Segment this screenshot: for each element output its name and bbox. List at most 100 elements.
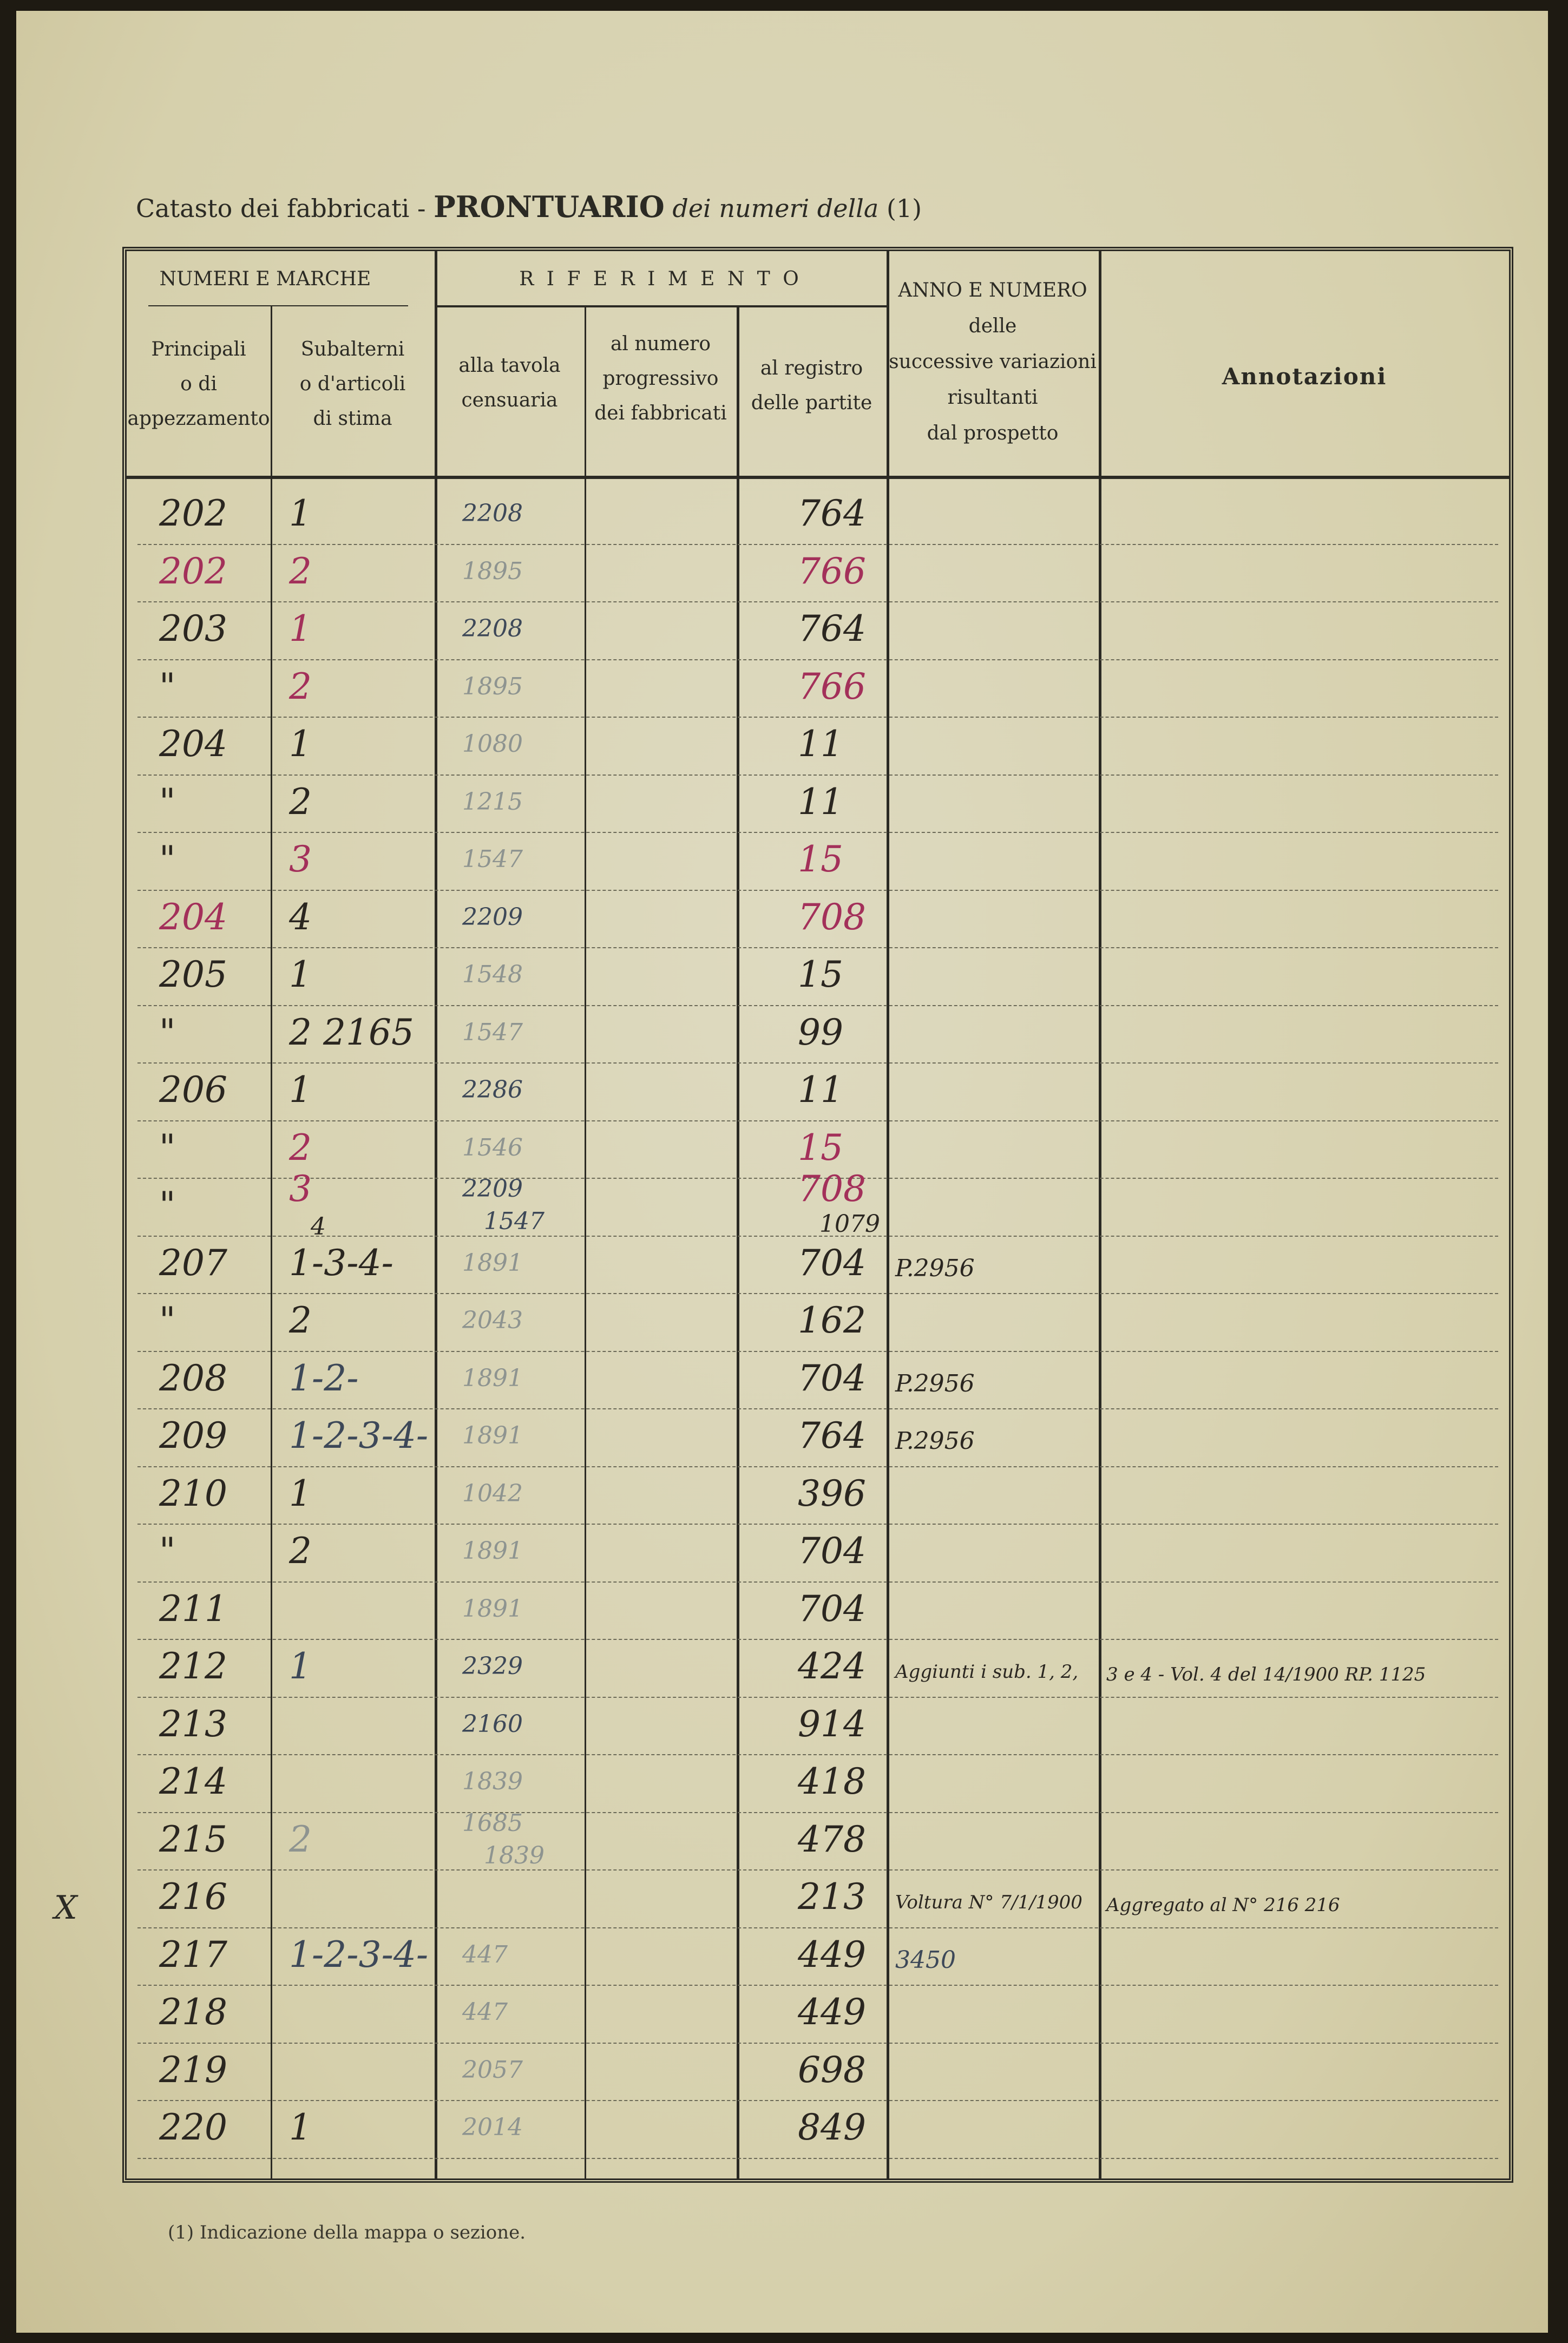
row-rule xyxy=(137,1062,1498,1064)
row-rule xyxy=(137,1408,1498,1409)
row-rule xyxy=(137,1178,1498,1179)
row-rule xyxy=(137,2157,1498,2159)
registro-number: 418 xyxy=(798,1761,866,1802)
registro-number: 1079 xyxy=(819,1210,880,1238)
principal-number: 216 xyxy=(159,1876,227,1918)
row-rule xyxy=(137,832,1498,833)
page-title: Catasto dei fabbricati - PRONTUARIO dei … xyxy=(136,189,922,224)
subaltern-number: 2 2165 xyxy=(289,1011,414,1053)
registro-number: 11 xyxy=(798,1069,843,1111)
subaltern-number: 3 xyxy=(289,1168,312,1210)
subaltern-number: 1 xyxy=(289,2106,312,2148)
subaltern-number: 1 xyxy=(289,1472,312,1514)
principal-number: " xyxy=(159,1300,176,1341)
registro-number: 15 xyxy=(798,1126,843,1169)
row-rule xyxy=(137,889,1498,891)
tavola-number: 2329 xyxy=(462,1652,523,1680)
principal-number: 211 xyxy=(159,1587,227,1630)
annotazione-note: 3 e 4 - Vol. 4 del 14/1900 RP. 1125 xyxy=(1106,1664,1426,1685)
tavola-number: 1891 xyxy=(462,1249,523,1277)
registro-number: 11 xyxy=(798,723,843,765)
title-bold: PRONTUARIO xyxy=(434,189,665,224)
principal-number: " xyxy=(159,1011,176,1053)
registro-number: 396 xyxy=(798,1472,866,1514)
register-table: NUMERI E MARCHE Principali o di appezzamen… xyxy=(122,247,1513,2183)
subaltern-number: 2 xyxy=(289,1126,312,1169)
header-line: o d'articoli xyxy=(299,373,406,395)
principal-number: 205 xyxy=(159,954,227,995)
tavola-number: 447 xyxy=(462,1998,508,2026)
registro-number: 478 xyxy=(798,1818,866,1860)
registro-number: 764 xyxy=(798,1415,866,1456)
registro-number: 449 xyxy=(798,1933,866,1976)
subaltern-number: 2 xyxy=(289,665,312,707)
row-rule xyxy=(137,1293,1498,1294)
row-rule xyxy=(137,1466,1498,1467)
registro-number: 764 xyxy=(798,493,866,534)
subaltern-number: 2 xyxy=(289,1300,312,1341)
header-line: alla tavola xyxy=(458,355,561,377)
header-subalterni: Subalterni o d'articoli di stima xyxy=(271,332,435,436)
registro-number: 914 xyxy=(798,1703,866,1745)
title-note-ref: (1) xyxy=(886,194,922,223)
tavola-number: 2286 xyxy=(462,1076,523,1104)
row-rule xyxy=(137,1639,1498,1640)
header-line: appezzamento xyxy=(127,408,270,430)
tavola-number: 1895 xyxy=(462,672,523,700)
row-rule xyxy=(137,1524,1498,1525)
registro-number: 698 xyxy=(798,2049,866,2091)
header-progressivo: al numero progressivo dei fabbricati xyxy=(585,327,737,431)
principal-number: 206 xyxy=(159,1069,227,1111)
principal-number: " xyxy=(159,1184,176,1226)
principal-number: 208 xyxy=(159,1357,227,1399)
principal-number: 212 xyxy=(159,1645,227,1687)
row-rule xyxy=(137,1005,1498,1006)
principal-number: " xyxy=(159,838,176,880)
registro-number: 704 xyxy=(798,1530,866,1572)
tavola-number: 1891 xyxy=(462,1364,523,1392)
subaltern-number: 4 xyxy=(289,896,312,938)
tavola-number: 1215 xyxy=(462,787,523,816)
registro-number: 213 xyxy=(798,1876,866,1918)
registro-number: 708 xyxy=(798,896,866,938)
tavola-number: 1685 xyxy=(462,1809,523,1837)
row-rule xyxy=(137,947,1498,948)
row-rule xyxy=(137,1696,1498,1698)
tavola-number: 2208 xyxy=(462,615,523,642)
principal-number: 204 xyxy=(159,896,227,938)
header-line: Subalterni xyxy=(300,338,405,360)
tavola-number: 2043 xyxy=(462,1307,523,1334)
row-rule xyxy=(137,601,1498,602)
principal-number: " xyxy=(159,665,176,707)
tavola-number: 2209 xyxy=(462,903,523,931)
row-rule xyxy=(137,1869,1498,1871)
header-line: dei fabbricati xyxy=(594,402,727,424)
header-line: di stima xyxy=(313,408,392,430)
principal-number: 214 xyxy=(159,1761,227,1802)
row-rule xyxy=(137,1120,1498,1121)
subaltern-number: 1 xyxy=(289,723,312,765)
tavola-number: 1547 xyxy=(484,1207,544,1235)
subaltern-number: 1-2-3-4- xyxy=(289,1933,429,1976)
header-line: al registro xyxy=(760,357,863,379)
tavola-number: 1080 xyxy=(462,730,523,758)
subaltern-number: 1 xyxy=(289,608,312,649)
variazione-note: 3450 xyxy=(895,1946,956,1974)
row-rule xyxy=(137,717,1498,718)
principal-number: 218 xyxy=(159,1991,227,2033)
tavola-number: 447 xyxy=(462,1940,508,1968)
tavola-number: 1839 xyxy=(462,1768,523,1795)
registro-number: 704 xyxy=(798,1587,866,1630)
row-rule xyxy=(137,2042,1498,2044)
registro-number: 162 xyxy=(798,1300,866,1341)
tavola-number: 2160 xyxy=(462,1710,523,1738)
principal-number: " xyxy=(159,1530,176,1572)
tavola-number: 1839 xyxy=(484,1841,544,1869)
header-line: al numero xyxy=(610,333,711,355)
header-line: progressivo xyxy=(602,367,719,390)
principal-number: " xyxy=(159,780,176,823)
variazione-note: Voltura N° 7/1/1900 xyxy=(895,1892,1082,1913)
tavola-number: 2057 xyxy=(462,2056,523,2084)
tavola-number: 1891 xyxy=(462,1537,523,1565)
subaltern-number: 2 xyxy=(289,1818,312,1860)
